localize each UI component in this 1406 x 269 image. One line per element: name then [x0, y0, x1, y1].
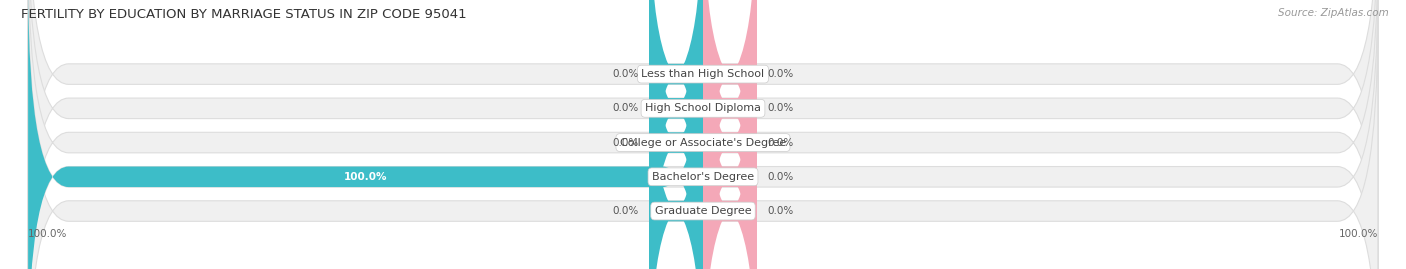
Text: High School Diploma: High School Diploma	[645, 103, 761, 113]
Text: 100.0%: 100.0%	[28, 229, 67, 239]
Text: Source: ZipAtlas.com: Source: ZipAtlas.com	[1278, 8, 1389, 18]
FancyBboxPatch shape	[28, 0, 1378, 269]
Text: Less than High School: Less than High School	[641, 69, 765, 79]
Text: 100.0%: 100.0%	[1339, 229, 1378, 239]
Text: Bachelor's Degree: Bachelor's Degree	[652, 172, 754, 182]
FancyBboxPatch shape	[28, 16, 1378, 269]
Text: College or Associate's Degree: College or Associate's Degree	[620, 137, 786, 148]
Text: 0.0%: 0.0%	[768, 137, 793, 148]
FancyBboxPatch shape	[703, 16, 756, 269]
Text: 0.0%: 0.0%	[613, 137, 638, 148]
FancyBboxPatch shape	[28, 0, 1378, 269]
FancyBboxPatch shape	[28, 0, 703, 269]
Text: Graduate Degree: Graduate Degree	[655, 206, 751, 216]
Text: 100.0%: 100.0%	[344, 172, 387, 182]
FancyBboxPatch shape	[703, 0, 756, 269]
Text: 0.0%: 0.0%	[613, 103, 638, 113]
Text: 0.0%: 0.0%	[768, 206, 793, 216]
Text: 0.0%: 0.0%	[768, 69, 793, 79]
FancyBboxPatch shape	[650, 0, 703, 269]
Text: 0.0%: 0.0%	[613, 206, 638, 216]
Text: 0.0%: 0.0%	[768, 172, 793, 182]
Text: 0.0%: 0.0%	[613, 69, 638, 79]
Text: FERTILITY BY EDUCATION BY MARRIAGE STATUS IN ZIP CODE 95041: FERTILITY BY EDUCATION BY MARRIAGE STATU…	[21, 8, 467, 21]
Text: 0.0%: 0.0%	[768, 103, 793, 113]
FancyBboxPatch shape	[650, 0, 703, 269]
FancyBboxPatch shape	[28, 0, 1378, 269]
FancyBboxPatch shape	[650, 0, 703, 269]
FancyBboxPatch shape	[28, 0, 1378, 269]
FancyBboxPatch shape	[703, 0, 756, 269]
FancyBboxPatch shape	[703, 0, 756, 269]
FancyBboxPatch shape	[650, 16, 703, 269]
FancyBboxPatch shape	[703, 0, 756, 269]
